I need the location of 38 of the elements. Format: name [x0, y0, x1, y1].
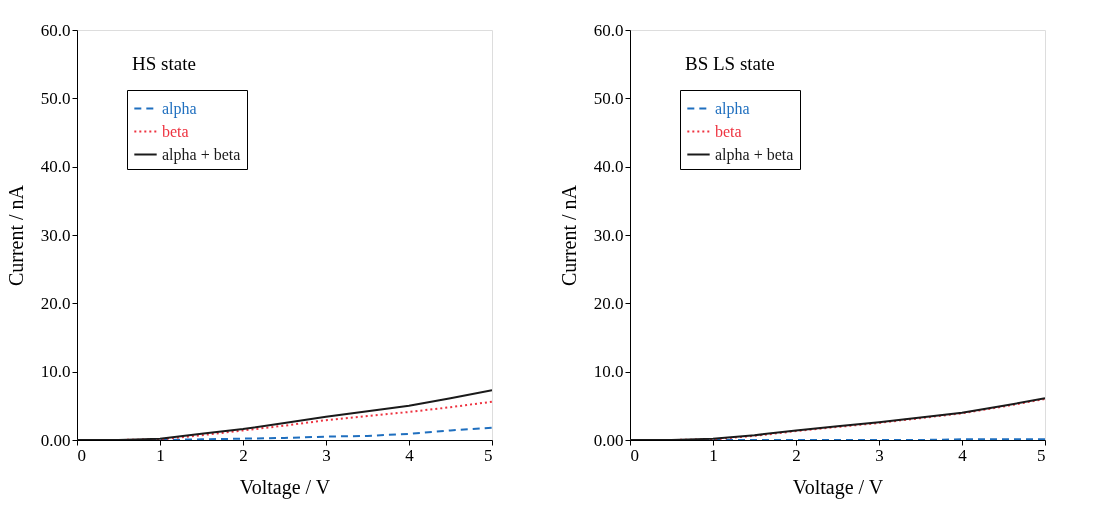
legend-label: alpha + beta [715, 145, 794, 164]
x-tick-label: 4 [958, 445, 968, 465]
x-axis-title: Voltage / V [239, 475, 331, 499]
y-tick-label: 0.00 [40, 430, 71, 450]
x-tick-label: 1 [156, 445, 165, 465]
x-tick-label: 4 [405, 445, 415, 465]
x-axis-title: Voltage / V [792, 475, 884, 499]
text: BS LS state [685, 53, 775, 74]
y-tick-label: 20.0 [40, 293, 71, 313]
y-tick-label: 50.0 [593, 88, 624, 108]
x-tick-label: 3 [322, 445, 331, 465]
y-tick-label: 30.0 [40, 225, 71, 245]
y-tick-label: 30.0 [593, 225, 624, 245]
text: HS state [132, 53, 196, 74]
y-tick-label: 40.0 [40, 157, 71, 177]
y-tick-label: 50.0 [40, 88, 71, 108]
legend-label: alpha + beta [162, 145, 241, 164]
y-tick-label: 60.0 [593, 20, 624, 40]
legend-label: alpha [715, 99, 750, 118]
y-axis-title: Current / nA [4, 184, 27, 287]
x-tick-label: 2 [792, 445, 801, 465]
legend-label: beta [162, 122, 189, 140]
x-tick-label: 0 [77, 445, 86, 465]
legend-label: alpha [162, 99, 197, 118]
x-tick-label: 2 [239, 445, 248, 465]
x-tick-label: 5 [1037, 445, 1046, 465]
y-tick-label: 0.00 [593, 430, 624, 450]
y-axis-title: Current / nA [557, 184, 580, 287]
y-tick-label: 40.0 [593, 157, 624, 177]
x-tick-label: 5 [484, 445, 493, 465]
y-tick-label: 20.0 [593, 293, 624, 313]
x-tick-label: 1 [709, 445, 718, 465]
x-tick-label: 0 [630, 445, 639, 465]
y-tick-label: 10.0 [593, 362, 624, 382]
y-tick-label: 60.0 [40, 20, 71, 40]
x-tick-label: 3 [875, 445, 884, 465]
y-tick-label: 10.0 [40, 362, 71, 382]
legend-label: beta [715, 122, 742, 140]
